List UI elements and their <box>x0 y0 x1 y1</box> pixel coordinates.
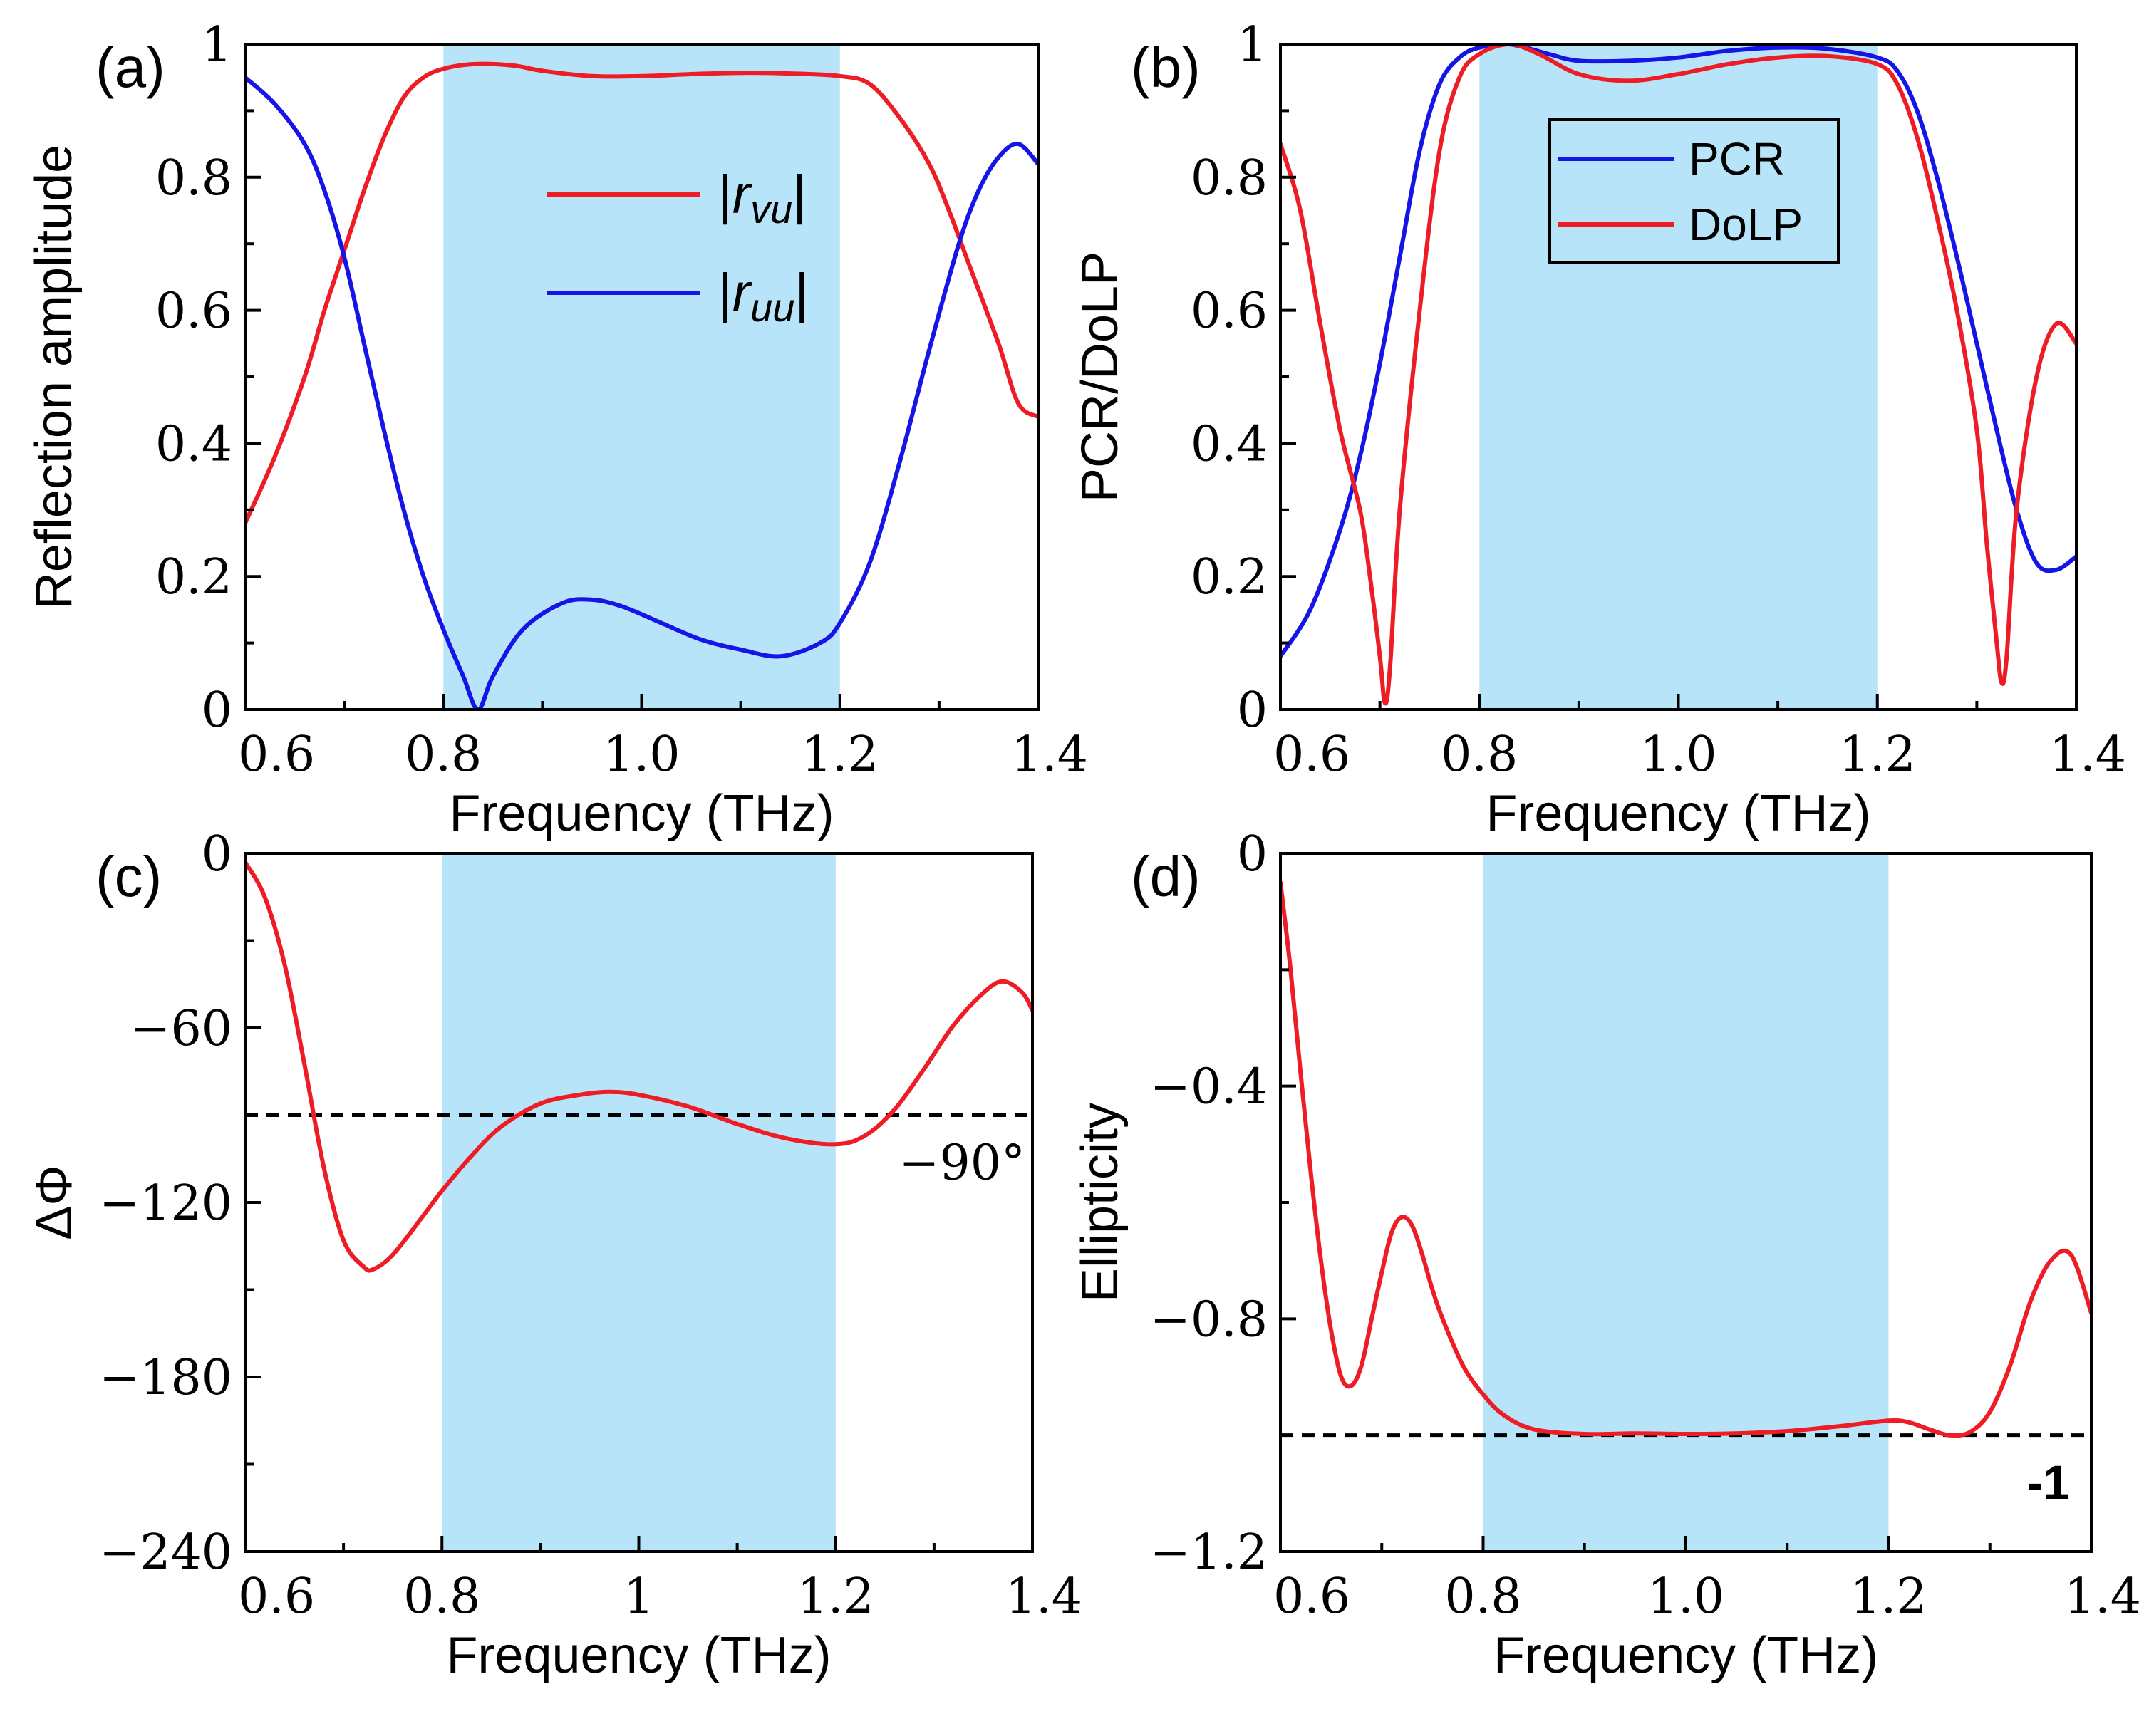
legend-label: |rvu| <box>718 165 807 232</box>
x-tick-label: 1.0 <box>1647 1569 1724 1625</box>
y-tick-label: 0.4 <box>1191 416 1268 472</box>
x-tick-label: 1.0 <box>603 727 680 783</box>
x-axis-title: Frequency (THz) <box>1493 1627 1878 1684</box>
y-axis-title: Reflection amplitude <box>26 145 83 609</box>
legend-label-main: | <box>718 165 732 225</box>
x-tick-label: 0.8 <box>403 1569 480 1625</box>
x-axis-title: Frequency (THz) <box>449 785 834 842</box>
x-tick-label: 0.8 <box>1441 727 1518 783</box>
y-tick-label: −60 <box>130 1001 232 1057</box>
legend-label-sub: uu <box>750 285 794 330</box>
x-tick-label: 0.8 <box>405 727 482 783</box>
legend-label: DoLP <box>1689 199 1803 250</box>
series-line-dolp <box>1280 44 2076 706</box>
y-axis-title: Ellipticity <box>1072 1103 1129 1302</box>
x-tick-label: 1.4 <box>2064 1569 2141 1625</box>
y-tick-label: 0.2 <box>155 549 232 605</box>
x-tick-label: 0.6 <box>238 727 315 783</box>
legend-label: PCR <box>1689 133 1785 184</box>
y-tick-label: 1 <box>202 17 232 73</box>
x-axis-title: Frequency (THz) <box>1486 785 1870 842</box>
y-tick-label: 0.6 <box>155 284 232 340</box>
x-tick-label: 0.6 <box>1273 1569 1350 1625</box>
y-tick-label: −120 <box>99 1175 232 1232</box>
legend-label-sub: vu <box>750 187 792 232</box>
series-line-s0 <box>1280 880 2091 1438</box>
operating-band <box>1483 853 1889 1552</box>
y-tick-label: 0.2 <box>1191 549 1268 605</box>
legend-box <box>1548 118 1840 264</box>
legend-label-symbol: r <box>732 165 752 225</box>
series-line-vu <box>245 61 1038 526</box>
x-tick-label: 0.6 <box>1273 727 1350 783</box>
y-tick-label: −0.4 <box>1150 1059 1268 1116</box>
legend-label: |ruu| <box>718 263 809 330</box>
y-tick-label: 0.8 <box>1191 150 1268 207</box>
x-axis-title: Frequency (THz) <box>446 1627 831 1684</box>
panel-label: (b) <box>1131 36 1201 99</box>
panel-label: (a) <box>95 36 165 99</box>
y-tick-label: 0 <box>1237 682 1268 739</box>
panel-d: 0.6 0.8 1.0 1.2 1.4 0 −0.4 −0.8 −1.2 Frequency (T… <box>1072 826 2141 1684</box>
reference-label: -1 <box>2027 1456 2070 1510</box>
x-tick-label: 0.6 <box>238 1569 315 1625</box>
x-tick-label: 1.4 <box>2049 727 2126 783</box>
x-tick-label: 1.0 <box>1640 727 1716 783</box>
panel-b: 0.6 0.8 1.0 1.2 1.4 0 0.2 0.4 0.6 0.8 1 Frequency (… <box>1072 17 2126 842</box>
panel-label: (c) <box>95 845 162 908</box>
series-line-s0 <box>245 860 1032 1273</box>
y-axis-title: PCR/DoLP <box>1072 251 1129 502</box>
panel-a: 0.6 0.8 1.0 1.2 1.4 0 0.2 0.4 0.6 0.8 1 Frequency (… <box>26 17 1088 842</box>
y-tick-label: 0 <box>1237 826 1268 883</box>
legend-label-symbol: r <box>732 263 752 323</box>
y-tick-label: 0.8 <box>155 150 232 207</box>
panel-c: 0.6 0.8 1 1.2 1.4 0 −60 −120 −180 −240 Frequency (… <box>26 826 1082 1684</box>
panel-label: (d) <box>1131 845 1201 908</box>
operating-band <box>443 44 840 710</box>
x-tick-label: 1.4 <box>1005 1569 1082 1625</box>
operating-band <box>442 853 836 1552</box>
y-tick-label: −240 <box>99 1524 232 1581</box>
y-tick-label: 0.4 <box>155 416 232 472</box>
legend-label-main: | <box>718 263 732 323</box>
legend-label-end: | <box>792 165 807 225</box>
x-tick-label: 0.8 <box>1444 1569 1521 1625</box>
y-tick-label: −180 <box>99 1350 232 1406</box>
legend-label-end: | <box>794 263 809 323</box>
x-tick-label: 1 <box>623 1569 654 1625</box>
x-tick-label: 1.4 <box>1011 727 1088 783</box>
reference-label: −90° <box>898 1135 1025 1192</box>
y-tick-label: −0.8 <box>1150 1291 1268 1348</box>
series-line-pcr <box>1280 44 2076 659</box>
y-tick-label: 1 <box>1237 17 1268 73</box>
x-tick-label: 1.2 <box>802 727 879 783</box>
y-tick-label: 0 <box>202 682 232 739</box>
y-axis-title: ΔΦ <box>26 1165 83 1240</box>
x-tick-label: 1.2 <box>797 1569 874 1625</box>
x-tick-label: 1.2 <box>1839 727 1916 783</box>
x-tick-label: 1.2 <box>1850 1569 1927 1625</box>
y-tick-label: 0.6 <box>1191 284 1268 340</box>
y-tick-label: 0 <box>202 826 232 883</box>
series-line-uu <box>245 75 1038 710</box>
y-tick-label: −1.2 <box>1150 1524 1268 1581</box>
